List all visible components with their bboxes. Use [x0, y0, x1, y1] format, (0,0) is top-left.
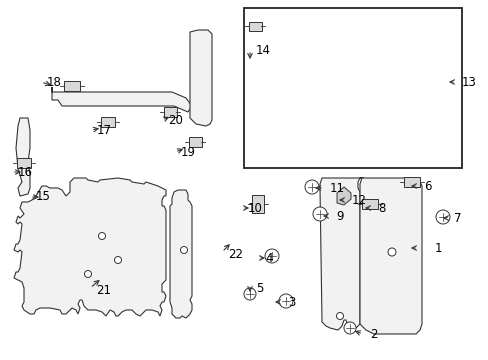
Text: 18: 18	[47, 76, 62, 89]
Polygon shape	[357, 14, 377, 110]
Bar	[64, 81, 80, 91]
Text: 22: 22	[227, 248, 243, 261]
Polygon shape	[260, 94, 361, 104]
Bar	[189, 137, 202, 147]
Text: 4: 4	[264, 252, 272, 265]
Bar	[251, 195, 264, 213]
Text: 17: 17	[97, 123, 112, 136]
Text: 16: 16	[18, 166, 33, 179]
Bar	[163, 107, 177, 117]
Text: 19: 19	[181, 145, 196, 158]
Polygon shape	[319, 178, 363, 330]
Text: 21: 21	[96, 284, 111, 297]
Polygon shape	[170, 190, 192, 318]
Polygon shape	[251, 18, 280, 162]
Bar	[248, 22, 262, 31]
Text: 9: 9	[335, 210, 343, 222]
Bar	[244, 8, 461, 168]
Circle shape	[98, 233, 105, 239]
Circle shape	[336, 312, 343, 320]
Text: 8: 8	[377, 202, 385, 215]
Text: 20: 20	[168, 113, 183, 126]
Circle shape	[279, 294, 292, 308]
Bar	[244, 9, 460, 167]
Circle shape	[264, 249, 279, 263]
Circle shape	[343, 322, 355, 334]
Polygon shape	[251, 18, 264, 32]
Polygon shape	[52, 87, 192, 112]
Circle shape	[244, 288, 256, 300]
Bar	[101, 117, 115, 127]
Polygon shape	[16, 118, 30, 196]
Text: 6: 6	[423, 180, 430, 193]
Circle shape	[84, 270, 91, 278]
Text: 2: 2	[369, 328, 377, 341]
Circle shape	[435, 210, 449, 224]
Text: 12: 12	[351, 194, 366, 207]
Text: 5: 5	[256, 282, 263, 294]
Text: 15: 15	[36, 190, 51, 203]
Circle shape	[312, 207, 326, 221]
Polygon shape	[336, 187, 350, 205]
Text: 14: 14	[256, 44, 270, 57]
Circle shape	[180, 247, 187, 253]
Circle shape	[305, 180, 318, 194]
Text: 10: 10	[247, 202, 263, 215]
Circle shape	[114, 256, 121, 264]
Bar	[403, 177, 419, 187]
Text: 3: 3	[287, 296, 295, 309]
Circle shape	[387, 248, 395, 256]
Text: 13: 13	[461, 76, 476, 89]
Text: 7: 7	[453, 211, 461, 225]
Polygon shape	[14, 178, 165, 316]
Bar	[361, 199, 377, 209]
Polygon shape	[190, 30, 212, 126]
Text: 1: 1	[434, 242, 442, 255]
Text: 11: 11	[329, 181, 345, 194]
Bar	[17, 158, 31, 168]
Polygon shape	[359, 178, 421, 334]
